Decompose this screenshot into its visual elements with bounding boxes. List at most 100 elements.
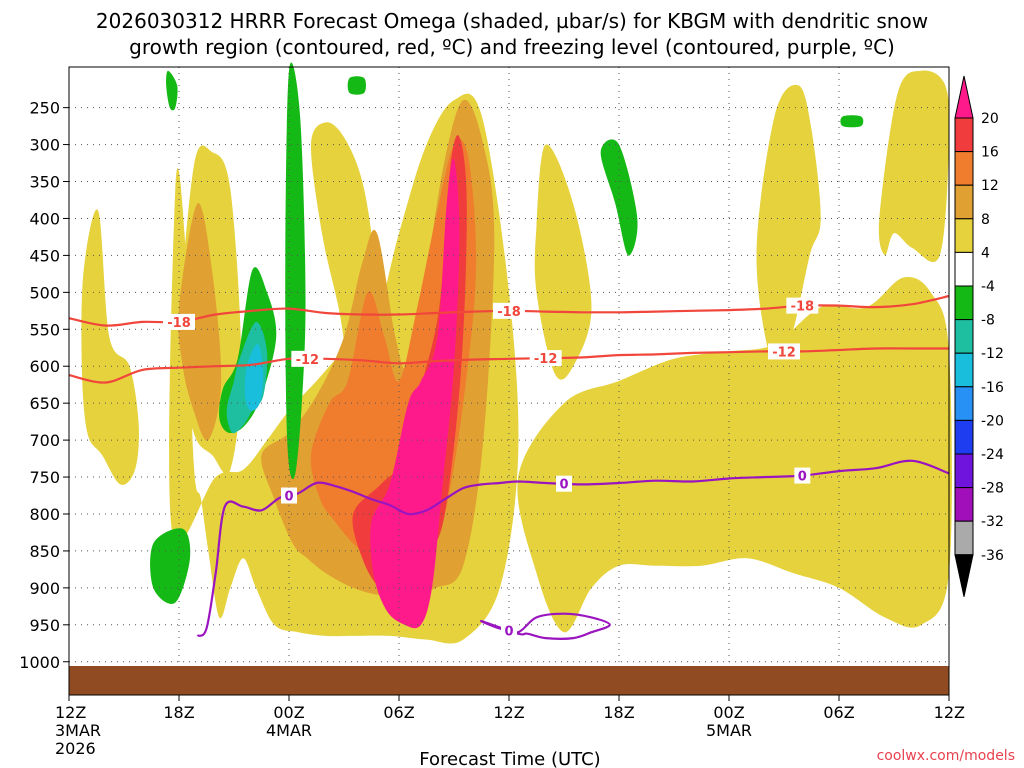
colorbar-swatch [954,285,974,321]
contour-label-bg [501,622,517,639]
colorbar-top-arrow [954,75,974,119]
contour-label-freezing_level: 0 [559,478,568,493]
contour-label-dgz_minus12: -12 [534,352,558,367]
omega-region-4 [878,70,950,263]
x-tick-label: 2026 [55,739,96,758]
contour-dgz_minus12 [68,347,949,384]
x-tick-label: 18Z [603,703,634,722]
colorbar-bottom-arrow [954,554,974,597]
colorbar-label: 16 [981,145,999,161]
x-tick-label: 12Z [55,703,86,722]
contour-label-bg [768,343,800,360]
contour-label-dgz_minus18: -18 [791,300,815,315]
y-tick-label: 300 [29,136,60,155]
x-tick-label: 5MAR [706,721,752,740]
contour-label-bg [794,467,811,484]
colorbar-label: -4 [981,279,995,295]
y-tick-label: 700 [29,431,60,450]
colorbar-swatch [954,184,974,220]
colorbar-label: -20 [981,413,1004,429]
x-tick-label: 18Z [163,703,194,722]
omega-region--4 [600,139,638,256]
credit-link[interactable]: coolwx.com/models [877,748,1015,764]
omega-shading [81,62,952,644]
colorbar-label: -28 [981,481,1004,497]
x-tick-label: 12Z [934,703,965,722]
omega-region--4 [840,115,864,128]
colorbar-swatch [954,487,974,522]
x-tick-label: 4MAR [266,721,312,740]
contour-label-bg [163,313,195,330]
y-tick-label: 500 [29,283,60,302]
omega-region--4 [347,76,366,95]
contour-label-bg [281,487,297,504]
colorbar-swatch [954,251,974,287]
omega-region--12 [244,344,264,411]
contour-label-freezing_level_lower: 0 [504,624,513,639]
x-axis-title: Forecast Time (UTC) [419,749,600,768]
contour-label-dgz_minus12: -12 [772,345,796,360]
x-tick-label: 06Z [383,703,414,722]
contour-label-dgz_minus18: -18 [167,316,191,331]
omega-region-4 [756,84,821,371]
omega-region-4 [534,144,592,380]
omega-region--4 [166,70,178,111]
colorbar-label: -32 [981,514,1004,530]
omega-region--4 [285,62,306,480]
y-tick-label: 800 [29,505,60,524]
colorbar-label: 8 [981,212,990,228]
colorbar-label: -24 [981,447,1004,463]
omega-region-8 [178,203,222,441]
chart-title-line2: growth region (contoured, red, ºC) and f… [129,35,895,59]
contour-label-freezing_level: 0 [284,490,293,505]
colorbar-swatch [954,352,974,388]
y-tick-label: 450 [29,246,60,265]
contour-lines: -18 -18 -18 -12 -12 -12 0 0 0 0 [68,294,950,640]
contour-label-bg [786,297,819,314]
contour-label-dgz_minus12: -12 [296,353,320,368]
colorbar-swatch [954,520,974,556]
y-tick-label: 650 [29,394,60,413]
surface-terrain [69,666,949,695]
contour-label-bg [556,475,572,492]
contour-label-bg [291,350,324,367]
colorbar-swatch [954,319,974,354]
colorbar-label: -36 [981,548,1004,564]
omega-region--4 [150,528,191,604]
y-tick-label: 400 [29,209,60,228]
y-tick-label: 250 [29,99,60,118]
colorbar-label: -12 [981,346,1004,362]
contour-label-dgz_minus18: -18 [497,305,521,320]
y-tick-label: 850 [29,542,60,561]
y-tick-label: 350 [29,173,60,192]
colorbar-swatch [954,218,974,253]
colorbar-swatch [954,117,974,153]
x-tick-label: 06Z [823,703,854,722]
contour-freezing_level_lower [480,612,611,640]
y-tick-label: 550 [29,320,60,339]
colorbar-swatch [954,453,974,489]
omega-region-20 [370,158,460,629]
colorbar-label: -16 [981,380,1004,396]
colorbar-swatch [954,386,974,421]
colorbar-swatch [954,419,974,455]
y-tick-label: 600 [29,357,60,376]
contour-label-bg [493,302,525,319]
colorbar: 20 16 12 8 4 -4 -8 -12 -16 -20 -24 -28 -32 -36 [954,75,1004,597]
x-tick-label: 00Z [713,703,744,722]
omega-region-4 [81,209,139,485]
x-tick-label: 3MAR [55,721,101,740]
contour-freezing_level [196,459,950,637]
y-tick-label: 900 [29,579,60,598]
colorbar-label: 4 [981,245,990,261]
colorbar-swatch [954,151,974,186]
y-tick-label: 750 [29,468,60,487]
colorbar-label: -8 [981,313,995,329]
colorbar-label: 12 [981,178,999,194]
x-tick-label: 12Z [493,703,524,722]
y-axis-pressure: 250 300 350 400 450 500 550 600 650 700 750 800 850 9… [19,99,69,672]
x-tick-label: 00Z [273,703,304,722]
contour-label-freezing_level: 0 [798,470,807,485]
